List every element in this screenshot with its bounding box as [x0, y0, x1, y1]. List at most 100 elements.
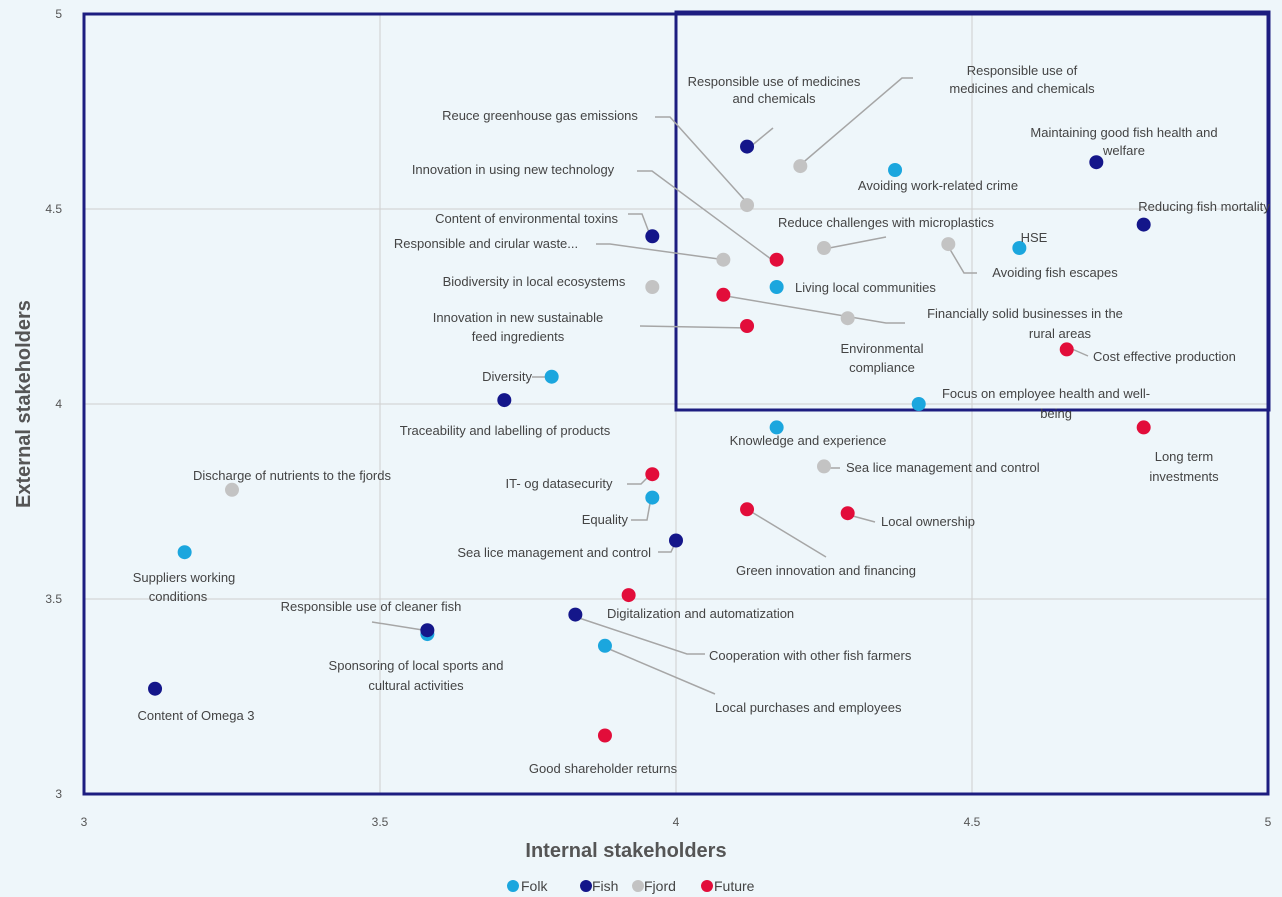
- annotation-leaders: [371, 77, 1089, 695]
- data-point-future: [1136, 420, 1151, 435]
- point-label: Cost effective production: [1093, 349, 1236, 364]
- y-tick-label: 3.5: [45, 592, 62, 606]
- point-label: Reuce greenhouse gas emissions: [442, 108, 638, 123]
- point-label: Responsible use of cleaner fish: [281, 599, 462, 614]
- data-point-future: [769, 252, 784, 267]
- data-point-folk: [177, 545, 192, 560]
- point-label: Local ownership: [881, 514, 975, 529]
- point-labels: Avoiding work-related crime HSE Living loc…: [133, 63, 1271, 776]
- data-point-folk: [645, 490, 660, 505]
- point-label: Responsible and cirular waste...: [394, 236, 578, 251]
- leader-line: [637, 170, 776, 263]
- point-label: Innovation in new sustainable feed ingred…: [433, 310, 604, 344]
- data-points: [148, 139, 1151, 743]
- y-tick-label: 4: [55, 397, 62, 411]
- legend-marker-future: [701, 880, 713, 892]
- point-label: Reduce challenges with microplastics: [778, 215, 995, 230]
- point-label: Avoiding work-related crime: [858, 178, 1018, 193]
- x-axis-title: Internal stakeholders: [525, 840, 726, 862]
- point-label: Maintaining good fish health and welfare: [1030, 125, 1217, 158]
- data-point-fjord: [740, 198, 755, 213]
- leader-line: [639, 325, 751, 329]
- leader-line: [631, 497, 652, 521]
- legend-label: Folk: [521, 878, 548, 894]
- point-label: Cooperation with other fish farmers: [709, 648, 912, 663]
- point-label: Responsible use of medicines and chemical…: [688, 74, 861, 106]
- y-tick-label: 4.5: [45, 202, 62, 216]
- point-label: Knowledge and experience: [730, 433, 887, 448]
- leader-line: [823, 236, 887, 250]
- data-point-future: [716, 287, 731, 302]
- point-label: Innovation in using new technology: [412, 162, 615, 177]
- point-label: Sea lice management and control: [457, 545, 651, 560]
- x-tick-label: 4: [673, 815, 680, 829]
- point-label: Reducing fish mortality: [1138, 199, 1270, 214]
- point-label: Long term investments: [1149, 449, 1219, 484]
- x-tick-label: 5: [1265, 815, 1272, 829]
- data-point-future: [840, 506, 855, 521]
- point-label: Biodiversity in local ecosystems: [443, 274, 626, 289]
- data-point-fjord: [716, 252, 731, 267]
- point-label: Sea lice management and control: [846, 460, 1040, 475]
- leader-line: [798, 77, 913, 167]
- point-label: HSE: [1021, 230, 1048, 245]
- data-point-fish: [1089, 155, 1104, 170]
- y-tick-label: 3: [55, 787, 62, 801]
- data-point-fish: [1136, 217, 1151, 232]
- x-tick-labels: 3 3.5 4 4.5 5: [81, 815, 1272, 829]
- data-point-fish: [420, 623, 435, 638]
- data-point-fjord: [793, 159, 808, 174]
- leader-line: [749, 127, 774, 148]
- point-label: Focus on employee health and well-being: [942, 386, 1150, 421]
- point-label: Sponsoring of local sports and cultural a…: [329, 658, 504, 693]
- leader-line: [749, 510, 827, 558]
- point-label: Green innovation and financing: [736, 563, 916, 578]
- point-label: Avoiding fish escapes: [992, 265, 1118, 280]
- data-point-future: [740, 319, 755, 333]
- data-point-fish: [148, 681, 163, 696]
- data-point-folk: [769, 280, 784, 294]
- point-label: Financially solid businesses in the rural…: [927, 306, 1123, 341]
- legend-marker-fjord: [632, 880, 644, 892]
- point-label: Environmental compliance: [840, 341, 923, 375]
- data-point-fjord: [840, 311, 855, 326]
- leader-line: [655, 116, 751, 207]
- leader-line: [601, 645, 716, 695]
- data-point-folk: [1012, 241, 1027, 255]
- leader-line: [1071, 348, 1089, 357]
- point-label: Good shareholder returns: [529, 761, 678, 776]
- point-label: Content of environmental toxins: [435, 211, 618, 226]
- data-point-future: [645, 467, 660, 482]
- x-tick-label: 3.5: [372, 815, 389, 829]
- x-tick-label: 3: [81, 815, 88, 829]
- data-point-future: [740, 502, 755, 517]
- data-point-folk: [597, 638, 612, 653]
- data-point-fish: [740, 139, 755, 154]
- point-label: IT- og datasecurity: [506, 476, 613, 491]
- legend-label: Fish: [592, 878, 618, 894]
- data-point-future: [621, 588, 636, 603]
- point-label: Digitalization and automatization: [607, 606, 794, 621]
- data-point-folk: [888, 163, 903, 177]
- data-point-fjord: [817, 241, 831, 255]
- legend-marker-fish: [580, 880, 592, 892]
- legend: Folk Fish Fjord Future: [507, 878, 755, 894]
- data-point-fjord: [645, 280, 660, 294]
- data-point-folk: [911, 397, 926, 411]
- y-axis-title: External stakeholders: [13, 300, 35, 508]
- point-label: Discharge of nutrients to the fjords: [193, 468, 391, 483]
- leader-line: [596, 243, 727, 261]
- legend-label: Future: [714, 878, 755, 894]
- point-label: Content of Omega 3: [137, 708, 254, 723]
- data-point-fjord: [225, 482, 239, 497]
- data-point-fish: [669, 533, 683, 548]
- point-label: Suppliers working conditions: [133, 570, 236, 604]
- point-label: Living local communities: [795, 280, 936, 295]
- x-tick-label: 4.5: [964, 815, 981, 829]
- plot-border: [82, 12, 1270, 796]
- legend-label: Fjord: [644, 878, 676, 894]
- leader-line: [371, 621, 430, 632]
- data-point-fjord: [817, 459, 831, 474]
- data-point-folk: [544, 369, 559, 384]
